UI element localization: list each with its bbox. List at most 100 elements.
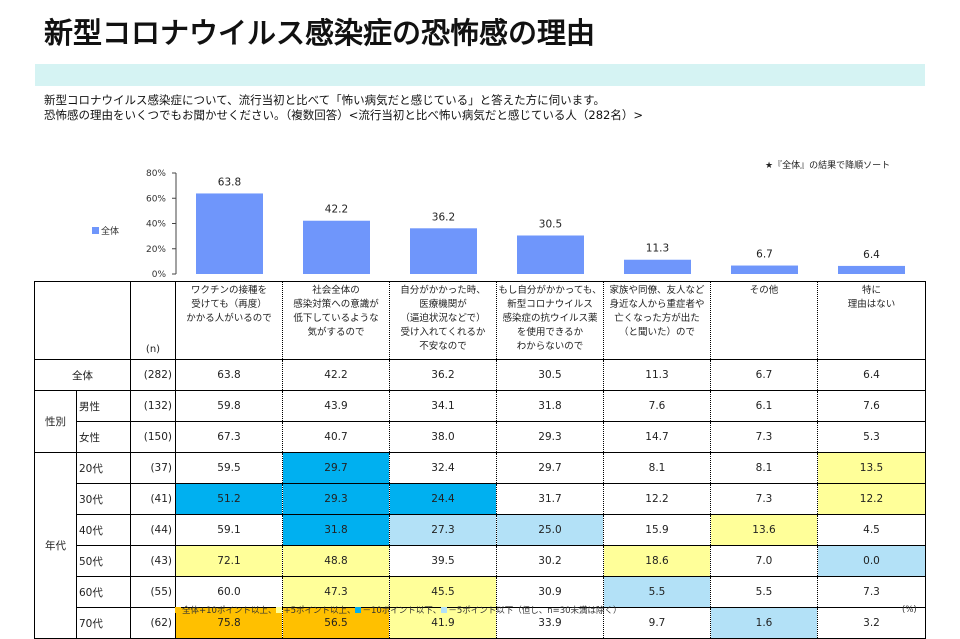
table-cell: 8.1	[710, 452, 818, 484]
column-header: ワクチンの接種を 受けても（再度） かかる人がいるので	[175, 281, 283, 360]
footnote-swatch	[175, 607, 181, 613]
table-row: 30代 (41) 51.2 29.3 24.4 31.7 12.2 7.3 12.2	[35, 483, 926, 515]
results-table: (n) ワクチンの接種を 受けても（再度） かかる人がいるので 社会全体の 感染対策への意…	[34, 281, 926, 639]
table-header-row: (n) ワクチンの接種を 受けても（再度） かかる人がいるので 社会全体の 感染対策への意…	[34, 281, 926, 360]
column-header-line: かかる人がいるので	[186, 313, 272, 324]
table-cell: 42.2	[282, 359, 390, 391]
column-header-line: 感染対策への意識が	[293, 299, 379, 310]
column-header-line: を使用できるか	[516, 327, 584, 338]
footnote-label: －10ポイント以下、	[362, 606, 442, 616]
table-cell: 3.2	[817, 607, 926, 639]
column-header: 特に 理由はない	[817, 281, 926, 360]
table-cell: 12.2	[603, 483, 711, 515]
y-tick-label: 0%	[152, 270, 167, 280]
bar	[731, 265, 798, 274]
row-n: (43)	[130, 545, 176, 577]
table-cell: 31.7	[496, 483, 604, 515]
table-cell: 27.3	[389, 514, 497, 546]
bar	[303, 220, 370, 274]
table-cell: 12.2	[817, 483, 926, 515]
bar	[196, 193, 263, 274]
column-header-line: もし自分がかかっても、	[498, 285, 602, 296]
column-header-line: わからないので	[516, 341, 584, 352]
table-cell: 48.8	[282, 545, 390, 577]
column-header-line: （逼迫状況などで）	[400, 313, 486, 324]
column-header-line: 理由はない	[847, 299, 896, 310]
row-label: 20代	[76, 452, 131, 484]
table-cell: 18.6	[603, 545, 711, 577]
table-cell: 36.2	[389, 359, 497, 391]
table-cell: 7.3	[710, 421, 818, 453]
table-cell: 13.6	[710, 514, 818, 546]
table-cell: 4.5	[817, 514, 926, 546]
table-cell: 47.3	[282, 576, 390, 608]
table-cell: 45.5	[389, 576, 497, 608]
table-cell: 29.7	[496, 452, 604, 484]
table-cell: 31.8	[282, 514, 390, 546]
description-line: 恐怖感の理由をいくつでもお聞かせください。（複数回答）<流行当初と比べ怖い病気だ…	[44, 108, 643, 122]
footnote-swatch	[355, 607, 362, 613]
column-header-line: 家族や同僚、友人など	[609, 285, 705, 296]
table-cell: 15.9	[603, 514, 711, 546]
column-header-line: 医療機関が	[419, 299, 467, 310]
table-cell: 56.5	[282, 607, 390, 639]
header-corner	[34, 281, 131, 360]
table-cell: 7.6	[817, 390, 926, 422]
y-tick-label: 60%	[146, 194, 166, 204]
table-cell: 7.3	[710, 483, 818, 515]
column-header: 社会全体の 感染対策への意識が 低下しているような 気がするので	[282, 281, 390, 360]
row-label: 50代	[76, 545, 131, 577]
column-header-line: その他	[749, 285, 779, 296]
row-n: (282)	[130, 359, 176, 391]
row-label: 男性	[76, 390, 131, 422]
table-cell: 60.0	[175, 576, 283, 608]
bar	[838, 265, 905, 274]
table-row: 50代 (43) 72.1 48.8 39.5 30.2 18.6 7.0 0.0	[35, 545, 926, 577]
column-header-line: 受けても（再度）	[191, 299, 267, 310]
column-header-line: 不安なので	[419, 341, 467, 352]
table-cell: 31.8	[496, 390, 604, 422]
n-header: (n)	[130, 281, 176, 360]
table-cell: 9.7	[603, 607, 711, 639]
table-cell: 67.3	[175, 421, 283, 453]
table-cell: 24.4	[389, 483, 497, 515]
column-header: 家族や同僚、友人など 身近な人から重症者や 亡くなった方が出た （と聞いた）ので	[603, 281, 711, 360]
column-header-line: 気がするので	[307, 327, 365, 338]
table-cell: 7.6	[603, 390, 711, 422]
table-row: 女性 (150) 67.3 40.7 38.0 29.3 14.7 7.3 5.3	[35, 421, 926, 453]
table-row: 年代 20代 (37) 59.5 29.7 32.4 29.7 8.1 8.1 13.5	[34, 452, 926, 639]
row-label: 40代	[76, 514, 131, 546]
row-label: 60代	[76, 576, 131, 608]
table-cell: 1.6	[710, 607, 818, 639]
group-label: 性別	[34, 390, 77, 453]
row-n: (44)	[130, 514, 176, 546]
y-tick-label: 80%	[146, 169, 166, 179]
bar-value-label: 6.7	[756, 249, 773, 261]
column-header-line: 新型コロナウイルス	[507, 299, 593, 310]
sort-note: ★『全体』の結果で降順ソート	[765, 161, 891, 171]
legend-swatch	[92, 227, 99, 234]
table-cell: 30.5	[496, 359, 604, 391]
table-cell: 59.5	[175, 452, 283, 484]
bar	[410, 228, 477, 274]
row-label: 全体	[34, 359, 131, 391]
y-tick-label: 20%	[146, 245, 166, 255]
column-header-line: 亡くなった方が出た	[614, 313, 700, 324]
footnote-swatch	[441, 607, 448, 613]
bar-value-label: 6.4	[863, 249, 880, 261]
footnote-swatch	[276, 607, 283, 613]
table-row: 60代 (55) 60.0 47.3 45.5 30.9 5.5 5.5 7.3	[35, 576, 926, 608]
row-n: (37)	[130, 452, 176, 484]
column-header-line: 特に	[861, 285, 881, 296]
column-header-line: 受け入れてくれるか	[400, 327, 486, 338]
bar-value-label: 42.2	[325, 204, 348, 216]
table-row: 40代 (44) 59.1 31.8 27.3 25.0 15.9 13.6 4.5	[35, 514, 926, 546]
column-header-line: ワクチンの接種を	[190, 285, 267, 296]
table-cell: 0.0	[817, 545, 926, 577]
bar	[517, 235, 584, 274]
unit-label: (%)	[902, 605, 917, 615]
table-cell: 6.4	[817, 359, 926, 391]
row-label: 70代	[76, 607, 131, 639]
color-legend-footnote: 全体+10ポイント以上、 +5ポイント以上、 －10ポイント以下、 －5ポイント以下（…	[175, 604, 622, 616]
column-header-line: 自分がかかった時、	[400, 285, 486, 296]
